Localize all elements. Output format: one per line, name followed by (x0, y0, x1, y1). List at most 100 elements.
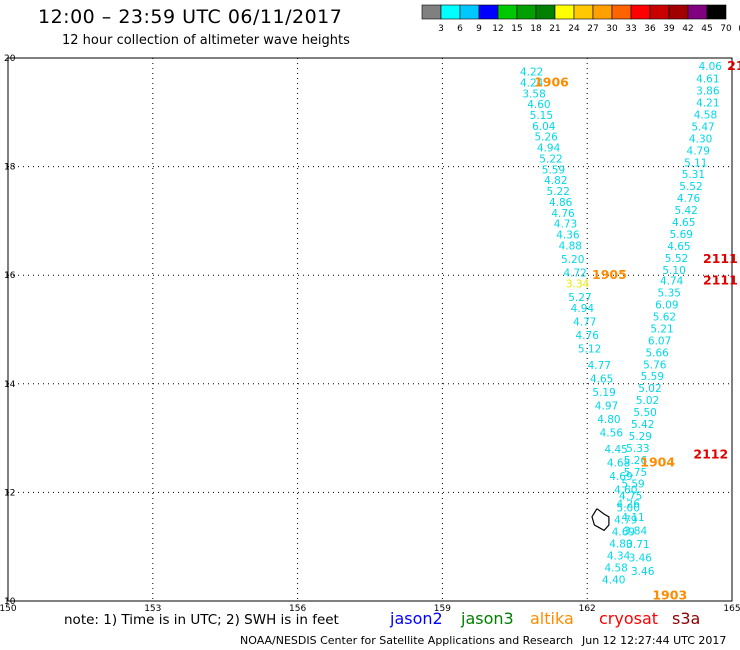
satellite-label-jason3: jason3 (461, 609, 514, 628)
wave-height-label: 4.22 (520, 67, 543, 79)
satellite-label-cryosat: cryosat (599, 609, 659, 628)
wave-height-label: 5.22 (539, 153, 562, 165)
wave-height-label: 4.56 (600, 428, 624, 440)
wave-height-label: 5.42 (631, 419, 654, 431)
y-tick-label: 10 (4, 597, 16, 607)
pass-time-annotation: 2112 (693, 446, 728, 461)
wave-height-label: 4.58 (604, 562, 627, 574)
wave-height-label: 4.94 (571, 303, 595, 315)
wave-height-label: 5.02 (638, 383, 661, 395)
wave-height-label: 5.59 (542, 164, 565, 176)
wave-height-label: 4.80 (597, 414, 620, 426)
wave-height-label: 5.21 (650, 323, 673, 335)
wave-height-label: 5.11 (684, 157, 707, 169)
wave-height-label: 5.15 (530, 110, 553, 122)
wave-height-label: 4.86 (549, 197, 573, 209)
pass-time-annotation: 1906 (534, 74, 569, 89)
wave-height-label: 5.35 (658, 288, 681, 300)
pass-time-annotation: 2111 (703, 251, 738, 266)
satellite-label-jason2: jason2 (390, 609, 443, 628)
color-scale-tick-label: 24 (568, 24, 580, 34)
color-scale-tick-label: 39 (663, 24, 675, 34)
wave-height-label: 4.76 (576, 330, 600, 342)
color-scale-tick-label: 30 (606, 24, 618, 34)
wave-height-label: 4.21 (696, 98, 719, 110)
footer-note: note: 1) Time is in UTC; 2) SWH is in fe… (64, 612, 339, 628)
wave-height-label: 5.59 (641, 371, 664, 383)
wave-height-label: 4.40 (602, 574, 625, 586)
wave-height-label: 6.04 (532, 121, 556, 133)
wave-height-label: 4.75 (619, 491, 642, 503)
wave-height-label: 6.09 (655, 300, 678, 312)
wave-height-label: 4.97 (595, 401, 618, 413)
wave-height-label: 4.74 (660, 276, 684, 288)
wave-height-label: 5.75 (624, 467, 647, 479)
wave-height-label: 5.33 (626, 443, 649, 455)
wave-height-label: 4.79 (687, 145, 710, 157)
wave-height-label: 4.60 (527, 99, 550, 111)
wave-height-label: 5.22 (547, 186, 570, 198)
wave-height-label: 4.65 (590, 373, 613, 385)
color-scale-tick-label: 9 (476, 24, 482, 34)
wave-height-label: 5.69 (670, 229, 693, 241)
wave-height-label: 5.26 (624, 455, 648, 467)
wave-height-label: 3.58 (522, 88, 545, 100)
wave-height-label: 5.52 (679, 181, 702, 193)
color-scale-tick-label: (ft) (738, 24, 740, 34)
x-tick-label: 150 (0, 604, 17, 614)
wave-height-label: 4.45 (604, 444, 627, 456)
wave-height-label: 4.30 (689, 133, 712, 145)
wave-height-label: 5.50 (633, 407, 656, 419)
wave-height-label: 6.07 (648, 335, 671, 347)
wave-height-label: 5.26 (534, 132, 558, 144)
wave-height-label: 3.84 (624, 525, 648, 537)
wave-height-label: 3.86 (696, 86, 720, 98)
color-scale-tick-label: 12 (492, 24, 503, 34)
wave-height-label: 3.34 (566, 278, 590, 290)
color-scale-tick-label: 42 (682, 24, 693, 34)
color-swatch (706, 4, 727, 20)
wave-height-label: 5.31 (682, 169, 705, 181)
wave-height-label: 4.88 (559, 240, 582, 252)
wave-height-label: 4.80 (609, 538, 632, 550)
wave-height-label: 5.66 (645, 347, 669, 359)
color-scale-tick-label: 6 (457, 24, 463, 34)
x-tick-label: 156 (289, 604, 306, 614)
wave-height-label: 4.58 (694, 109, 717, 121)
wave-height-label: 5.52 (665, 253, 688, 265)
x-tick-label: 165 (723, 604, 740, 614)
wave-height-label: 3.46 (629, 553, 653, 565)
pass-time-annotation: 1905 (592, 267, 627, 282)
wave-height-label: 5.42 (674, 205, 697, 217)
color-scale-tick-label: 36 (644, 24, 656, 34)
wave-height-label: 4.73 (554, 219, 577, 231)
wave-height-label: 4.76 (677, 193, 701, 205)
footer-timestamp: Jun 12 12:27:44 UTC 2017 (582, 634, 727, 647)
wave-height-label: 5.62 (653, 311, 676, 323)
color-scale-tick-label: 15 (511, 24, 522, 34)
wave-height-label: 4.72 (563, 267, 586, 279)
wave-height-label: 3.46 (631, 566, 655, 578)
island-outline (591, 508, 610, 532)
wave-height-label: 4.76 (551, 208, 575, 220)
pass-time-annotation: 2111 (703, 273, 738, 288)
wave-height-label: 4.82 (544, 175, 567, 187)
wave-height-label: 4.11 (621, 512, 644, 524)
satellite-label-altika: altika (530, 609, 574, 628)
x-tick-label: 162 (579, 604, 596, 614)
wave-height-label: 5.47 (691, 121, 714, 133)
wave-height-label: 3.71 (626, 539, 649, 551)
wave-height-label: 4.60 (614, 485, 637, 497)
pass-time-annotation: 1904 (640, 455, 675, 470)
wave-height-label: 5.29 (629, 431, 652, 443)
page-subtitle: 12 hour collection of altimeter wave hei… (62, 33, 350, 48)
wave-height-label: 4.68 (607, 458, 630, 470)
wave-height-label: 5.76 (643, 359, 667, 371)
x-tick-label: 159 (434, 604, 451, 614)
y-tick-label: 16 (4, 271, 16, 281)
x-tick-label: 153 (144, 604, 161, 614)
color-scale-tick-label: 45 (701, 24, 712, 34)
wave-height-label: 4.65 (667, 241, 690, 253)
